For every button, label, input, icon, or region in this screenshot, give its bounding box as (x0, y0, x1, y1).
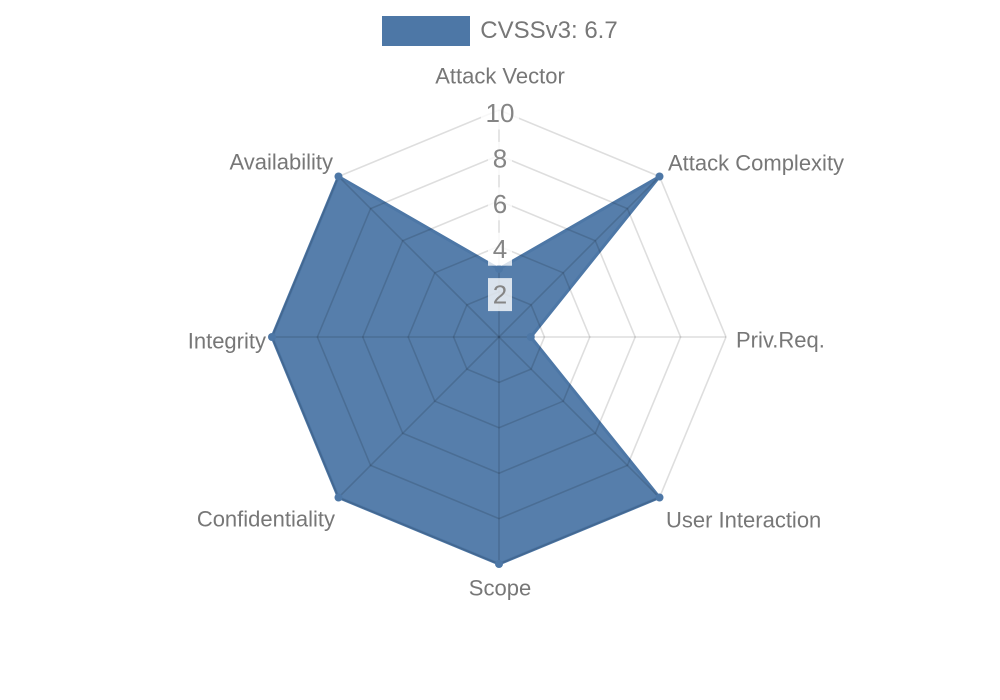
axis-line (337, 175, 500, 338)
axis-label: Attack Complexity (668, 151, 844, 176)
tick-label: 2 (493, 280, 507, 310)
grid-ring (407, 245, 591, 429)
data-point (268, 333, 276, 341)
axis-line (498, 175, 661, 338)
tick-backdrop (481, 96, 519, 130)
axis-label: Availability (229, 150, 333, 175)
axis-line (337, 336, 500, 499)
tick-label: 10 (486, 98, 515, 128)
grid-ring (316, 154, 682, 520)
tick-backdrop (488, 141, 512, 175)
data-point (495, 264, 503, 273)
axis-label: Attack Vector (435, 64, 565, 89)
grid-ring (452, 290, 546, 384)
tick-label: 8 (493, 143, 507, 173)
legend-label: CVSSv3: 6.7 (480, 17, 618, 44)
grid-ring (361, 199, 637, 475)
tick-backdrop (488, 278, 512, 312)
data-point (655, 493, 664, 502)
axis-label: Priv.Req. (736, 328, 825, 353)
data-point (655, 172, 664, 181)
data-point (334, 172, 343, 181)
tick-label: 6 (493, 189, 507, 219)
legend[interactable]: CVSSv3: 6.7 (0, 16, 1000, 46)
axis-label: User Interaction (666, 508, 821, 533)
tick-backdrop (488, 232, 512, 266)
legend-swatch (382, 16, 471, 46)
axis-line (498, 336, 661, 499)
data-point (495, 560, 503, 568)
axis-label: Scope (469, 576, 531, 601)
axis-label: Confidentiality (197, 507, 335, 532)
data-point (334, 493, 343, 502)
axis-label: Integrity (188, 329, 266, 354)
data-point (526, 333, 535, 341)
tick-backdrop (488, 187, 512, 221)
tick-label: 4 (493, 234, 507, 264)
